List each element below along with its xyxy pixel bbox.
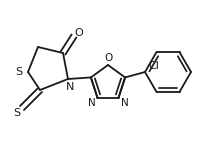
Text: O: O [104,53,112,63]
Text: S: S [13,108,21,118]
Text: Cl: Cl [148,61,159,71]
Text: N: N [121,98,129,108]
Text: O: O [75,28,83,38]
Text: N: N [88,98,95,108]
Text: N: N [66,82,74,92]
Text: S: S [15,67,23,77]
